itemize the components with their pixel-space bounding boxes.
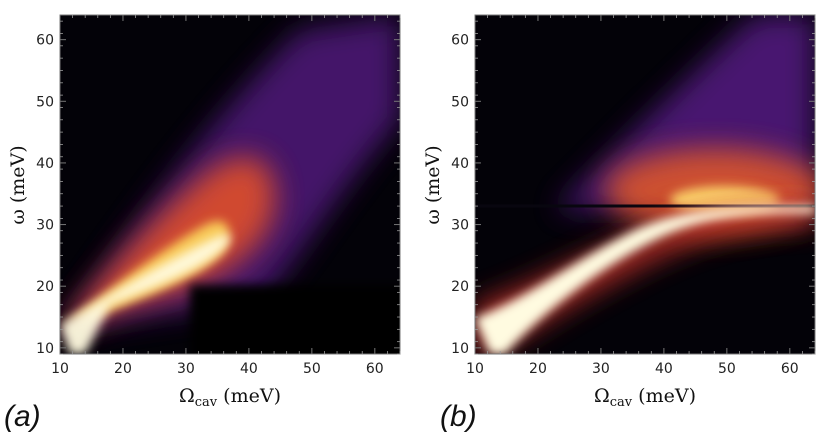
y-tick-label-b: 50 [451,94,469,110]
x-tick-label-b: 20 [529,361,547,377]
x-tick-label-a: 20 [114,361,132,377]
panel-label-b: (b) [440,400,477,433]
ticks-a: 10 20 30 40 50 60 10 20 30 40 50 60 [36,15,401,377]
ticks-b: 10 20 30 40 50 60 10 20 30 40 50 60 [451,15,816,377]
y-tick-label-a: 10 [36,341,54,357]
x-tick-label-b: 60 [781,361,799,377]
panel-a: 10 20 30 40 50 60 10 20 30 40 50 60 ω (meV) Ωcav (m… [4,14,401,433]
x-axis-label-a: Ωcav (meV) [179,385,281,410]
dark-region-a [190,285,400,354]
x-tick-label-b: 10 [466,361,484,377]
y-tick-label-a: 30 [36,218,54,234]
x-tick-label-b: 30 [592,361,610,377]
panel-label-a: (a) [4,400,41,433]
x-tick-label-b: 50 [718,361,736,377]
x-axis-label-b: Ωcav (meV) [594,385,696,410]
plot-area-a [60,15,400,354]
y-tick-label-a: 50 [36,94,54,110]
y-tick-label-b: 60 [451,33,469,49]
x-tick-label-a: 30 [177,361,195,377]
y-tick-label-b: 40 [451,156,469,172]
panel-b: 10 20 30 40 50 60 10 20 30 40 50 60 ω (meV) Ωcav (m… [415,0,830,445]
y-tick-label-b: 10 [451,341,469,357]
x-tick-label-b: 40 [655,361,673,377]
y-tick-label-a: 20 [36,279,54,295]
plot-area-b [475,15,815,354]
frame-a [59,14,401,355]
lower-branch-b [475,206,815,354]
frame-b [474,14,816,355]
y-tick-label-b: 30 [451,218,469,234]
x-tick-label-a: 10 [51,361,69,377]
y-tick-label-b: 20 [451,279,469,295]
y-tick-label-a: 40 [36,156,54,172]
heatmap-chart-b: 10 20 30 40 50 60 10 20 30 40 50 60 ω (meV) Ωcav (m… [422,14,816,410]
heatmap-chart-a: 10 20 30 40 50 60 10 20 30 40 50 60 ω (meV) Ωcav (m… [7,14,401,410]
y-tick-label-a: 60 [36,33,54,49]
x-tick-label-a: 50 [303,361,321,377]
lower-branch-a [60,234,231,354]
x-tick-label-a: 40 [240,361,258,377]
y-axis-label-b: ω (meV) [422,145,444,224]
x-tick-label-a: 60 [366,361,384,377]
y-axis-label-a: ω (meV) [7,145,29,224]
